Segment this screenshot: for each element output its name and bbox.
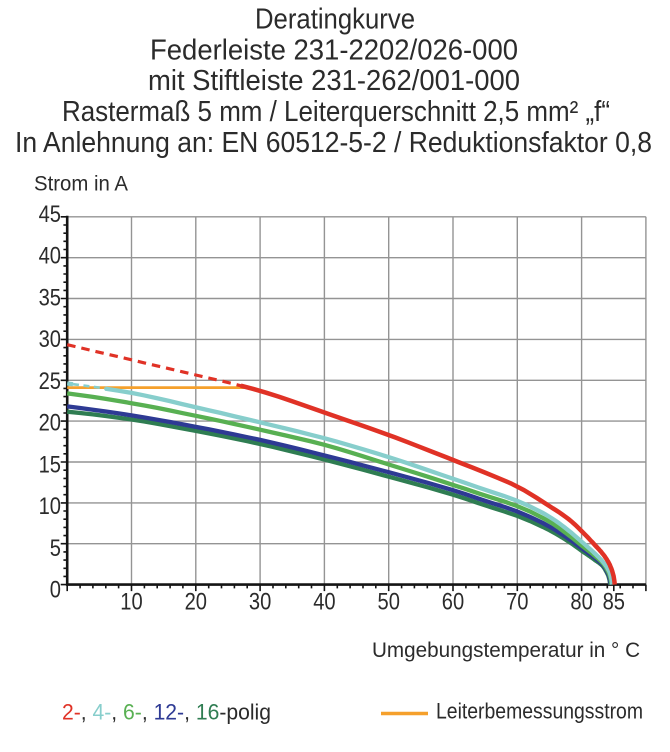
svg-text:5: 5 (50, 535, 61, 562)
svg-text:0: 0 (50, 577, 61, 604)
svg-text:45: 45 (39, 201, 61, 228)
svg-text:Strom in A: Strom in A (34, 172, 129, 196)
svg-text:mit Stiftleiste 231-262/001-00: mit Stiftleiste 231-262/001-000 (148, 65, 520, 97)
svg-text:40: 40 (313, 589, 335, 616)
svg-text:40: 40 (39, 243, 61, 270)
svg-text:20: 20 (39, 410, 61, 437)
svg-text:85: 85 (603, 589, 625, 616)
svg-text:Deratingkurve: Deratingkurve (255, 4, 415, 36)
svg-text:50: 50 (378, 589, 400, 616)
svg-text:30: 30 (249, 589, 271, 616)
svg-text:35: 35 (39, 284, 61, 311)
svg-text:20: 20 (185, 589, 207, 616)
svg-text:10: 10 (39, 493, 61, 520)
svg-text:60: 60 (442, 589, 464, 616)
svg-text:Leiterbemessungsstrom: Leiterbemessungsstrom (436, 699, 643, 724)
svg-text:Federleiste 231-2202/026-000: Federleiste 231-2202/026-000 (150, 35, 518, 67)
svg-text:Rastermaß 5 mm / Leiterquersch: Rastermaß 5 mm / Leiterquerschnitt 2,5 m… (62, 96, 610, 128)
svg-text:10: 10 (120, 589, 142, 616)
svg-text:In Anlehnung an: EN 60512-5-2: In Anlehnung an: EN 60512-5-2 / Reduktio… (15, 127, 652, 159)
svg-text:70: 70 (506, 589, 528, 616)
svg-text:2-, 4-, 6-, 12-, 16-polig: 2-, 4-, 6-, 12-, 16-polig (62, 700, 271, 725)
svg-text:15: 15 (39, 451, 61, 478)
svg-text:80: 80 (570, 589, 592, 616)
svg-text:30: 30 (39, 326, 61, 353)
svg-text:25: 25 (39, 368, 61, 395)
svg-text:Umgebungstemperatur in ° C: Umgebungstemperatur in ° C (372, 638, 640, 662)
